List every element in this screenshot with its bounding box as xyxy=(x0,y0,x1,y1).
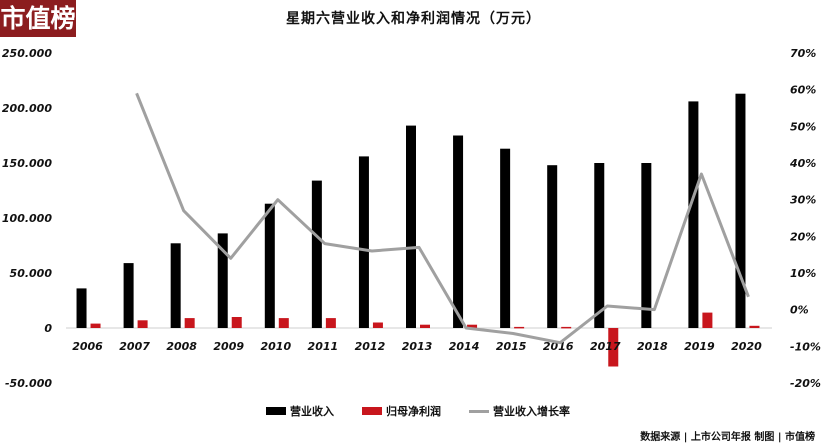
right-axis-tick: 0% xyxy=(790,304,809,317)
x-axis-tick: 2017 xyxy=(590,340,621,353)
chart-title: 星期六营业收入和净利润情况（万元） xyxy=(286,11,541,27)
left-axis-tick: -50.000 xyxy=(5,377,52,390)
revenue-bar xyxy=(688,101,699,329)
right-axis-tick: -10% xyxy=(790,340,821,353)
x-axis-tick: 2006 xyxy=(72,340,103,353)
revenue-bar xyxy=(264,203,275,328)
revenue-bar xyxy=(170,243,181,328)
x-axis-tick: 2007 xyxy=(119,340,150,353)
brand-logo: 市值榜 xyxy=(0,0,76,37)
revenue-bar xyxy=(641,163,652,328)
net-profit-bar xyxy=(278,318,289,328)
x-axis-tick: 2012 xyxy=(355,340,386,353)
data-source-note: 数据来源 | 上市公司年报 制图 | 市值榜 xyxy=(640,432,815,443)
legend-label-growth-rate: 营业收入增长率 xyxy=(493,405,570,418)
revenue-bar xyxy=(406,125,416,328)
x-axis-tick: 2016 xyxy=(543,340,574,353)
right-axis-tick: 60% xyxy=(790,84,816,97)
x-axis-tick: 2011 xyxy=(308,340,339,353)
right-axis-tick: 40% xyxy=(789,157,816,170)
revenue-bar xyxy=(217,233,228,328)
legend-swatch-net-profit xyxy=(362,407,382,415)
net-profit-bar xyxy=(702,312,713,328)
right-axis-tick: 50% xyxy=(790,120,816,133)
legend-swatch-growth-rate xyxy=(469,409,489,413)
net-profit-bar xyxy=(90,323,101,328)
net-profit-bar xyxy=(514,326,525,329)
x-axis-tick: 2018 xyxy=(637,340,668,353)
left-axis-tick: 100.000 xyxy=(2,212,52,225)
right-axis-tick: 30% xyxy=(790,194,816,207)
net-profit-bar xyxy=(325,318,336,328)
revenue-bar xyxy=(358,156,369,328)
revenue-bar xyxy=(76,288,87,328)
x-axis-tick: 2019 xyxy=(684,340,715,353)
left-axis-tick: 150.000 xyxy=(2,157,52,170)
growth-rate-line xyxy=(135,92,750,345)
revenue-bar xyxy=(123,263,134,328)
right-axis-tick: 10% xyxy=(790,267,816,280)
left-axis-tick: 200.000 xyxy=(2,102,52,115)
net-profit-bar xyxy=(749,325,760,328)
revenue-bar xyxy=(547,165,558,328)
net-profit-bar xyxy=(231,317,242,328)
revenue-bar xyxy=(311,180,322,328)
left-axis-tick: 0 xyxy=(44,322,52,335)
legend-item-net-profit: 归母净利润 xyxy=(362,403,441,419)
revenue-bar xyxy=(453,135,464,328)
chart-legend: 营业收入 归母净利润 营业收入增长率 xyxy=(266,403,598,419)
x-axis-tick: 2009 xyxy=(213,340,244,353)
left-axis-tick: 50.000 xyxy=(10,267,53,280)
net-profit-bar xyxy=(137,320,148,328)
x-axis-tick: 2014 xyxy=(449,340,480,353)
net-profit-bar xyxy=(608,328,619,367)
x-axis-tick: 2010 xyxy=(260,340,291,353)
right-axis-tick: 20% xyxy=(790,230,816,243)
net-profit-bar xyxy=(420,324,430,328)
net-profit-bar xyxy=(561,326,572,329)
legend-item-growth-rate: 营业收入增长率 xyxy=(469,403,570,419)
right-axis-tick: 70% xyxy=(790,47,816,60)
x-axis-tick: 2015 xyxy=(496,340,527,353)
revenue-bar xyxy=(735,93,746,328)
net-profit-bar xyxy=(372,322,383,328)
right-axis-tick: -20% xyxy=(790,377,821,390)
revenue-bar xyxy=(500,148,511,328)
legend-item-revenue: 营业收入 xyxy=(266,403,334,419)
legend-label-net-profit: 归母净利润 xyxy=(386,405,441,418)
x-axis-tick: 2013 xyxy=(402,340,433,353)
legend-label-revenue: 营业收入 xyxy=(290,405,334,418)
left-axis-tick: 250.000 xyxy=(2,47,52,60)
net-profit-bar xyxy=(467,324,478,328)
legend-swatch-revenue xyxy=(266,407,286,415)
x-axis-tick: 2020 xyxy=(731,340,762,353)
net-profit-bar xyxy=(184,318,195,328)
revenue-bar xyxy=(594,163,605,328)
x-axis-tick: 2008 xyxy=(166,340,197,353)
